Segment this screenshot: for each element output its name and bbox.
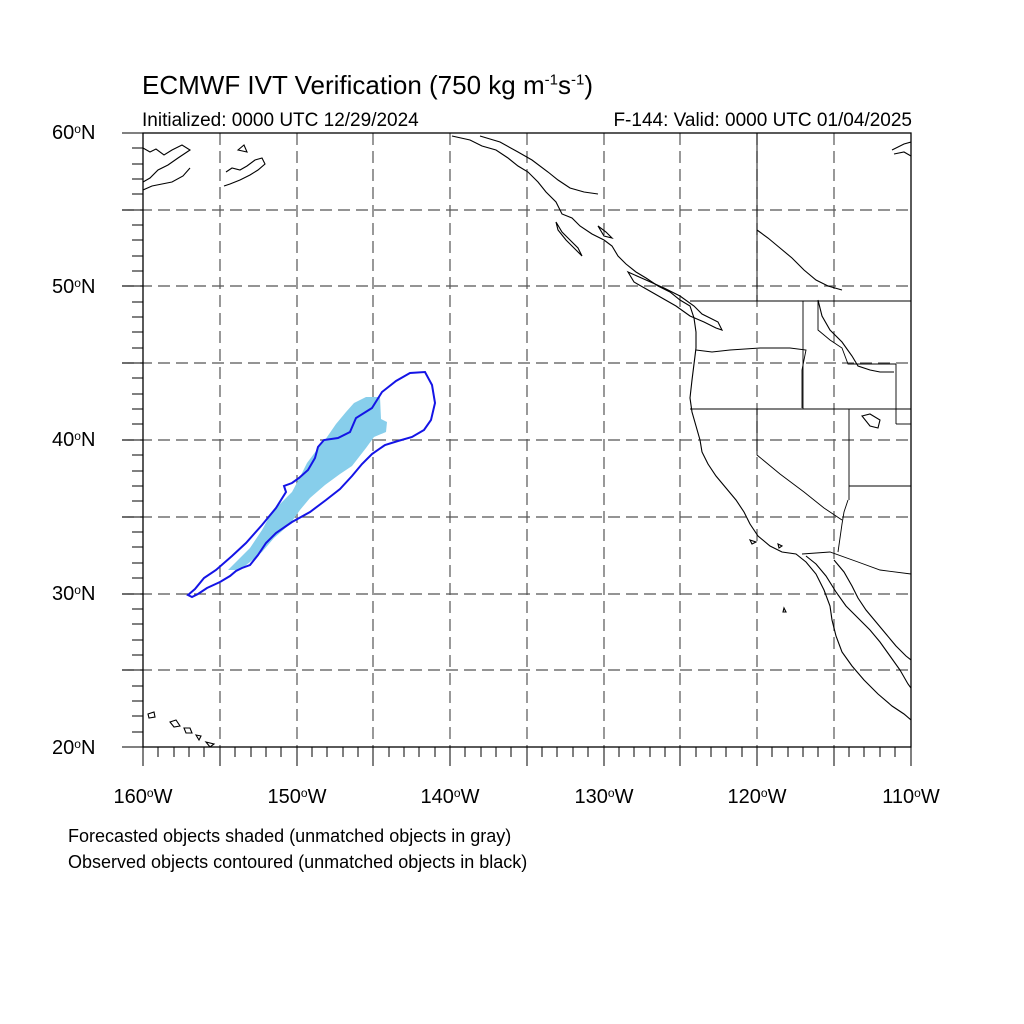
state-borders <box>690 133 911 575</box>
coastlines <box>143 135 911 747</box>
lon-label-110: 110oW <box>882 786 940 808</box>
observed-ivt-contour <box>186 370 437 599</box>
lon-label-120: 120oW <box>727 786 787 808</box>
forecast-note: Forecasted objects shaded (unmatched obj… <box>68 826 512 846</box>
lat-label-30: 30oN <box>52 583 96 605</box>
graticule <box>122 133 911 747</box>
ticks <box>122 132 912 766</box>
lat-label-50: 50oN <box>52 276 96 298</box>
lon-label-160: 160oW <box>113 786 173 808</box>
forecast-ivt-object <box>228 397 387 570</box>
lon-label-150: 150oW <box>267 786 327 808</box>
lon-label-140: 140oW <box>420 786 480 808</box>
lat-label-20: 20oN <box>52 737 96 759</box>
lat-label-40: 40oN <box>52 429 96 451</box>
chart-title: ECMWF IVT Verification (750 kg m-1s-1) <box>142 70 593 100</box>
lat-label-60: 60oN <box>52 122 96 144</box>
observed-note: Observed objects contoured (unmatched ob… <box>68 852 528 872</box>
initialized-time: Initialized: 0000 UTC 12/29/2024 <box>142 110 419 131</box>
valid-time: F-144: Valid: 0000 UTC 01/04/2025 <box>613 110 912 131</box>
lon-label-130: 130oW <box>574 786 634 808</box>
